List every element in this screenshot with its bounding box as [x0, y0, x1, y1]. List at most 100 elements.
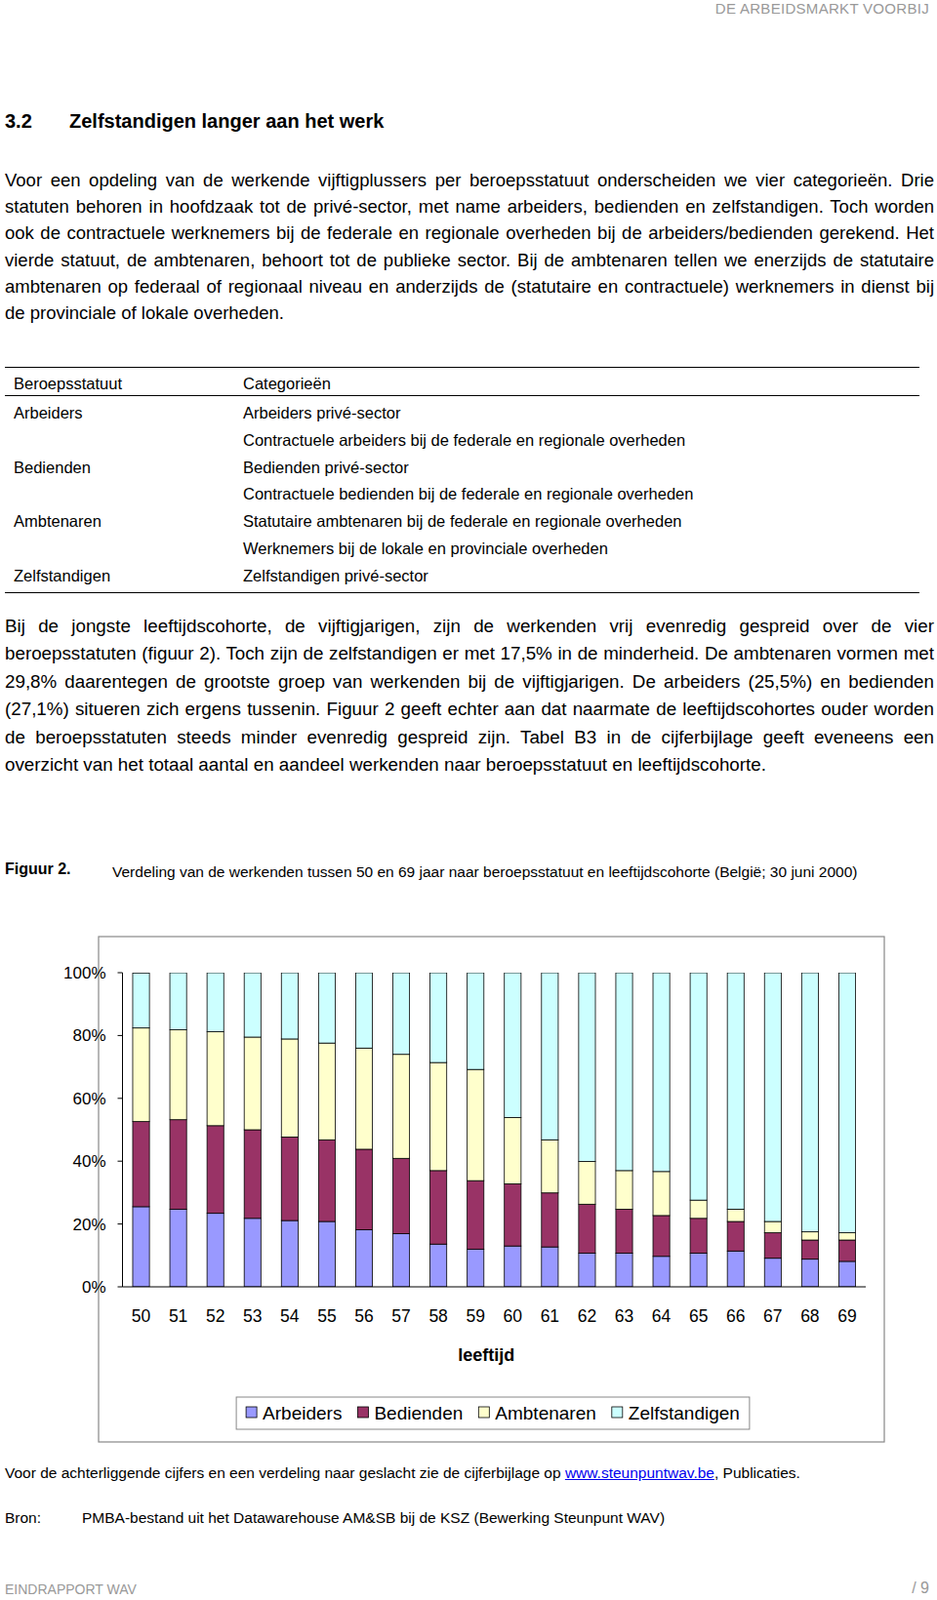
bar-segment — [132, 1028, 150, 1123]
bar-segment — [578, 1162, 596, 1206]
bar-segment — [392, 1234, 409, 1288]
x-tick-label: 58 — [428, 1306, 448, 1327]
bar-segment — [169, 973, 187, 1031]
bar-segment — [169, 1120, 187, 1211]
legend-box — [236, 1397, 750, 1430]
x-tick-label: 61 — [540, 1306, 560, 1327]
legend-swatch — [611, 1407, 623, 1419]
x-tick-label: 68 — [800, 1306, 819, 1327]
bar-segment — [392, 1055, 409, 1160]
y-tick-label: 20% — [72, 1216, 106, 1235]
x-axis-label: leeftijd — [457, 1345, 515, 1366]
y-tick — [118, 1035, 123, 1037]
x-tick-label: 50 — [131, 1306, 152, 1327]
bar-segment — [690, 1254, 707, 1288]
x-tick-label: 67 — [763, 1306, 782, 1327]
bar-segment — [727, 1222, 744, 1252]
bar-segment — [169, 1030, 187, 1121]
table-category: Bedienden privé-sector — [243, 458, 409, 478]
bar-segment — [281, 1039, 298, 1138]
bar-segment — [764, 1233, 781, 1260]
bar-segment — [764, 1222, 781, 1234]
footnote-after: , Publicaties. — [714, 1465, 801, 1482]
x-tick-label: 62 — [577, 1306, 597, 1327]
figure-label: Figuur 2. — [4, 860, 72, 879]
bar-segment — [467, 1069, 485, 1182]
bar-segment — [541, 1247, 559, 1288]
legend-label: Arbeiders — [262, 1403, 342, 1425]
bar-segment — [467, 1249, 485, 1288]
y-tick — [118, 973, 123, 975]
bar-segment — [541, 1193, 559, 1248]
section-number: 3.2 — [4, 110, 33, 133]
table-rule — [4, 592, 920, 594]
x-tick-label: 63 — [614, 1306, 634, 1327]
table-status: Bedienden — [13, 458, 91, 478]
bar-segment — [355, 1048, 372, 1150]
bar-segment — [206, 1214, 224, 1288]
source-text: PMBA-bestand uit het Datawarehouse AM&SB… — [81, 1509, 665, 1528]
bar-segment — [132, 1207, 150, 1288]
y-tick-label: 60% — [72, 1090, 106, 1109]
bar-segment — [244, 1219, 261, 1288]
bar-segment — [318, 1222, 335, 1288]
legend-swatch — [357, 1407, 368, 1419]
bar-segment — [727, 1251, 744, 1288]
bar-segment — [318, 1140, 335, 1223]
table-status: Arbeiders — [13, 404, 83, 423]
x-tick-label: 56 — [354, 1306, 373, 1327]
table-rule — [4, 395, 920, 397]
x-tick-label: 59 — [465, 1306, 485, 1327]
bar-segment — [206, 1032, 224, 1127]
x-tick-label: 69 — [837, 1306, 856, 1327]
bar-segment — [764, 1259, 781, 1288]
footer-left: EINDRAPPORT WAV — [4, 1582, 137, 1598]
x-tick-label: 51 — [168, 1306, 188, 1327]
y-tick-label: 80% — [72, 1026, 106, 1046]
bar-segment — [392, 1158, 409, 1234]
legend-label: Ambtenaren — [494, 1403, 597, 1425]
bar-segment — [615, 1209, 633, 1254]
bar-segment — [132, 973, 150, 1028]
bar-segment — [578, 1254, 596, 1288]
chart-title: Verdeling van de werkenden tussen 50 en … — [112, 860, 884, 884]
chart-frame — [98, 937, 885, 1443]
bar-segment — [690, 1219, 707, 1255]
bar-segment — [504, 1117, 522, 1184]
y-tick-label: 100% — [63, 964, 106, 983]
x-tick-label: 66 — [726, 1306, 745, 1327]
bar-segment — [801, 973, 818, 1233]
source-label: Bron: — [4, 1509, 41, 1528]
table-status: Ambtenaren — [13, 512, 102, 531]
y-axis — [122, 973, 123, 1288]
bar-segment — [801, 1260, 818, 1288]
bar-segment — [206, 973, 224, 1033]
table-status: Zelfstandigen — [13, 567, 111, 586]
chart: 0%20%40%60%80%100%5051525354555657585960… — [0, 0, 937, 1600]
table-category: Werknemers bij de lokale en provinciale … — [243, 539, 609, 559]
table-category: Contractuele bedienden bij de federale e… — [243, 485, 693, 504]
table-category: Contractuele arbeiders bij de federale e… — [243, 431, 686, 450]
bar-segment — [355, 1229, 372, 1288]
y-tick — [118, 1223, 123, 1225]
bar-segment — [430, 973, 448, 1063]
x-tick-label: 53 — [243, 1306, 262, 1327]
table-header-cell: Beroepsstatuut — [13, 374, 123, 394]
bar-segment — [318, 1043, 335, 1141]
bar-segment — [504, 1246, 522, 1288]
bar-segment — [652, 1172, 670, 1217]
legend-label: Bedienden — [373, 1403, 463, 1425]
x-tick-label: 65 — [689, 1306, 708, 1327]
bar-segment — [764, 973, 781, 1223]
bar-segment — [652, 1257, 670, 1288]
footnote-text: Voor de achterliggende cijfers en een ve… — [4, 1465, 566, 1482]
bar-segment — [281, 1221, 298, 1288]
table-rule — [4, 366, 920, 368]
bar-segment — [727, 973, 744, 1210]
bar-segment — [169, 1209, 187, 1288]
bar-segment — [615, 973, 633, 1172]
footnote-link[interactable]: www.steunpuntwav.be — [565, 1465, 715, 1482]
bar-segment — [690, 973, 707, 1201]
x-tick-label: 60 — [503, 1306, 524, 1327]
bar-segment — [838, 1240, 856, 1263]
